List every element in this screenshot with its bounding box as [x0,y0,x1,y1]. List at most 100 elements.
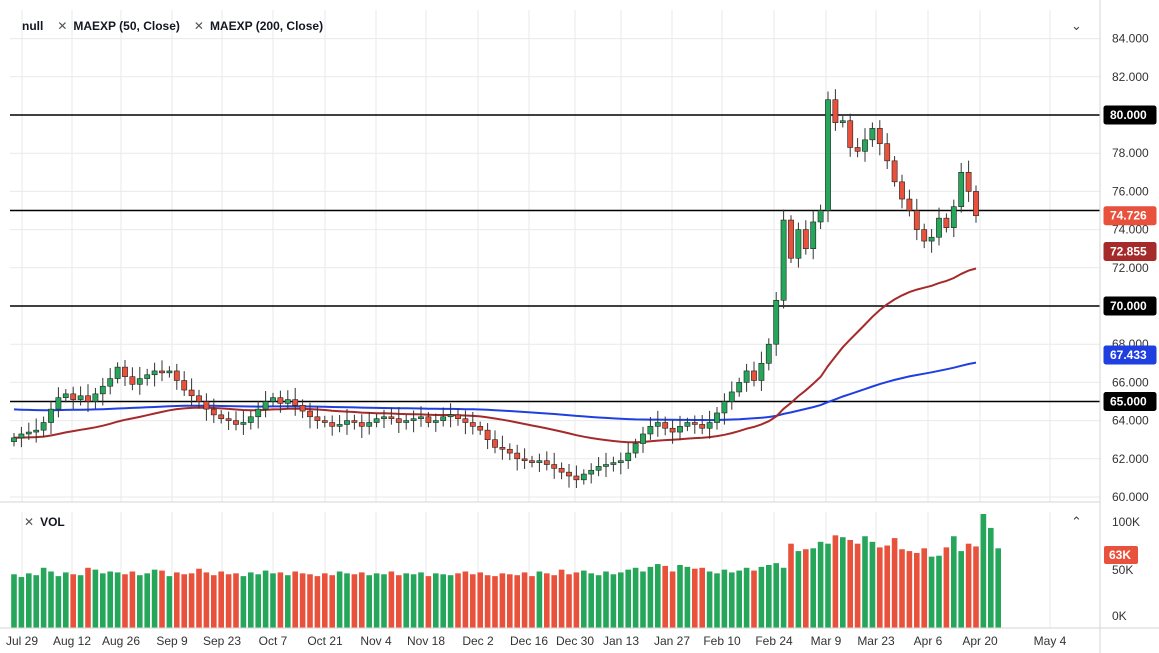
candle [891,160,898,183]
volume-bar [640,571,646,628]
volume-bar [588,573,594,628]
volume-bar [248,572,254,628]
candle [884,143,891,162]
volume-bar [492,576,498,628]
volume-bar [647,566,654,628]
volume-bar [381,574,387,628]
volume-bar [433,573,439,628]
candle [699,424,706,429]
chevron-down-icon[interactable]: ⌄ [1071,18,1082,33]
price-tag [1103,296,1157,316]
candle [662,422,669,429]
y-tick-label: 84.000 [1112,32,1149,46]
x-tick-label: Aug 26 [102,634,140,648]
candle [499,447,506,450]
candle [432,420,439,423]
volume-bar [803,549,809,628]
close-icon[interactable]: ✕ [24,515,35,529]
volume-bar [314,576,321,628]
candle [558,468,565,473]
volume-bar [418,572,424,628]
price-tag [1103,241,1157,261]
y-tick-label: 72.000 [1112,261,1149,275]
volume-bar [721,569,728,628]
volume-bar [277,572,284,628]
volume-bar [995,548,1001,628]
volume-bar [322,573,328,628]
x-tick-label: Sep 23 [203,634,241,648]
volume-bar [736,570,742,628]
volume-bar [203,572,210,628]
x-tick-label: Dec 16 [510,634,548,648]
volume-bar [514,575,520,628]
ma50-legend[interactable]: ✕ MAEXP (50, Close) [57,19,180,33]
price-tag [1103,392,1157,411]
price-tag [1103,345,1157,365]
volume-bar [891,538,898,628]
chevron-up-icon[interactable]: ⌃ [1071,514,1082,529]
candle [788,219,794,259]
price-tag [1103,206,1157,226]
candle [418,416,424,419]
candle [122,366,128,377]
volume-bar [159,570,165,628]
volume-bar [958,551,964,628]
volume-bar [307,574,313,628]
candle [55,397,62,410]
candle [921,229,928,242]
candle [795,229,802,259]
candle [196,395,202,402]
volume-bar [462,571,469,628]
volume-bar [684,566,691,628]
candle [381,416,387,419]
candle [751,370,757,381]
volume-bar [188,573,195,628]
ma200-legend[interactable]: ✕ MAEXP (200, Close) [193,19,324,33]
candle [869,128,876,141]
candle [25,431,32,435]
volume-bar [877,547,883,628]
x-tick-label: Dec 30 [556,634,594,648]
volume-bar [425,576,432,628]
volume-bar [632,567,639,628]
volume-bar [477,572,483,628]
volume-bar [440,574,446,628]
volume-bar [714,573,720,628]
candle [166,370,173,374]
candle [70,393,77,400]
volume-bar [211,575,217,628]
candle [691,422,698,425]
volume-bar [536,571,543,628]
ma200-line [13,361,977,422]
candle [277,397,284,404]
volume-bar [144,573,150,628]
volume-bar [595,575,602,628]
x-tick-label: Jan 27 [654,634,690,648]
candle [336,424,343,427]
volume-bar [85,567,91,628]
volume-bar [359,572,365,628]
candle [728,391,735,402]
candle [92,393,99,402]
volume-bar [329,575,335,628]
candle [240,422,247,425]
candle [928,236,935,242]
volume-bar [499,573,506,628]
close-icon[interactable]: ✕ [193,19,204,33]
volume-bar [107,571,113,628]
volume-bars [11,514,1001,628]
volume-bar [240,576,247,628]
volume-bar [773,563,779,628]
volume-bar [292,571,298,628]
candle [913,210,920,230]
candle [677,426,683,433]
candle [906,198,913,211]
y-tick-label: 76.000 [1112,184,1149,198]
volume-bar [906,551,913,628]
close-icon[interactable]: ✕ [57,19,68,33]
volume-bar [610,574,617,628]
volume-bar [410,574,417,628]
candle [262,401,269,410]
candle [292,399,299,406]
